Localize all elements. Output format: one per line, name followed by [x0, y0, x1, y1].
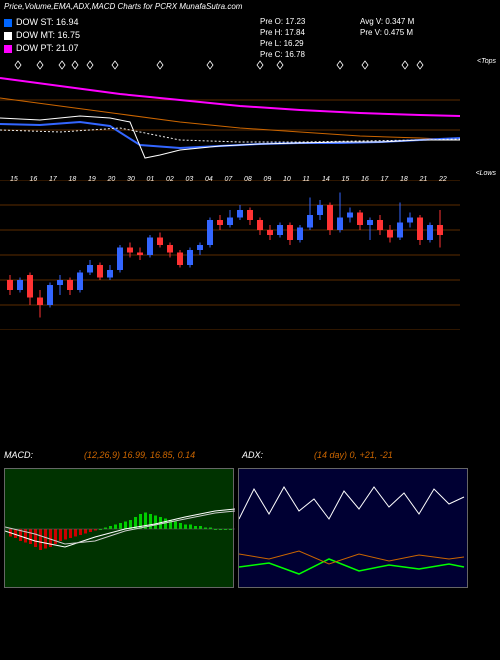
stats-left: Pre O: 17.23Pre H: 17.84Pre L: 16.29Pre …	[260, 16, 305, 60]
adx-values: (14 day) 0, +21, -21	[314, 450, 393, 460]
page-title: Price,Volume,EMA,ADX,MACD Charts for PCR…	[0, 0, 500, 13]
legend-item: DOW ST: 16.94	[4, 16, 80, 29]
stat-line: Pre O: 17.23	[260, 16, 305, 27]
legend-text: DOW ST: 16.94	[16, 16, 79, 29]
legend-item: DOW PT: 21.07	[4, 42, 80, 55]
tops-label: <Tops	[477, 58, 496, 65]
macd-panel	[4, 468, 234, 588]
adx-panel	[238, 468, 468, 588]
legend-swatch	[4, 32, 12, 40]
ema-chart: 212319.821	[0, 70, 460, 160]
macd-label: MACD:	[4, 450, 33, 460]
stat-line: Pre V: 0.475 M	[360, 27, 414, 38]
stat-line: Pre L: 16.29	[260, 38, 305, 49]
macd-values: (12,26,9) 16.99, 16.85, 0.14	[84, 450, 195, 460]
adx-label: ADX:	[242, 450, 263, 460]
legend: DOW ST: 16.94DOW MT: 16.75DOW PT: 21.07	[4, 16, 80, 55]
legend-text: DOW PT: 21.07	[16, 42, 79, 55]
legend-swatch	[4, 19, 12, 27]
legend-text: DOW MT: 16.75	[16, 29, 80, 42]
legend-swatch	[4, 45, 12, 53]
stat-line: Pre C: 16.78	[260, 49, 305, 60]
candlestick-chart: 13141516171819	[0, 180, 460, 330]
stat-line: Pre H: 17.84	[260, 27, 305, 38]
stats-right: Avg V: 0.347 MPre V: 0.475 M	[360, 16, 414, 38]
stat-line: Avg V: 0.347 M	[360, 16, 414, 27]
top-markers: <Tops	[0, 60, 460, 70]
lows-label: <Lows	[476, 170, 496, 177]
legend-item: DOW MT: 16.75	[4, 29, 80, 42]
